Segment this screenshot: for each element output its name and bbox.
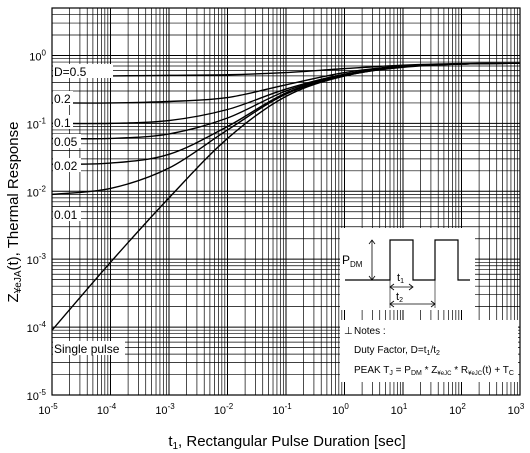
notes-box: ⊥ Notes : Duty Factor, D=t1/t2 PEAK TJ =… [340, 320, 518, 382]
pdm-label: PDM [342, 253, 363, 269]
x-tick-label: 10-1 [272, 402, 292, 417]
t1-label: t1 [397, 272, 404, 285]
x-tick-label: 101 [391, 402, 408, 417]
plot-border [51, 7, 521, 396]
series-label-d05: D=0.5 [54, 65, 87, 79]
x-axis-title: t1, Rectangular Pulse Duration [sec] [168, 433, 405, 452]
notes-title: Notes : [354, 326, 386, 337]
y-tick-label: 10-3 [27, 252, 47, 267]
series-label-005: 0.05 [54, 135, 78, 149]
pulse-diagram-inset: PDM t1 t2 [340, 228, 475, 310]
x-tick-labels: 10-5 10-4 10-3 10-2 10-1 100 101 102 103 [38, 402, 525, 417]
t2-label: t2 [396, 291, 403, 304]
notes-duty-factor: Duty Factor, D=t1/t2 [354, 345, 440, 357]
x-tick-label: 10-3 [155, 402, 175, 417]
x-tick-label: 10-2 [214, 402, 234, 417]
series-label-002: 0.02 [54, 159, 78, 173]
series-label-02: 0.2 [54, 92, 71, 106]
x-tick-label: 10-5 [38, 402, 58, 417]
x-tick-label: 10-4 [97, 402, 117, 417]
y-tick-label: 10-1 [27, 116, 47, 131]
y-tick-label: 10-4 [27, 320, 47, 335]
y-tick-label: 10-2 [27, 184, 47, 199]
y-tick-label: 100 [29, 48, 46, 63]
series-line-6 [51, 62, 521, 331]
series-lines [51, 62, 521, 331]
series-label-001: 0.01 [54, 208, 78, 222]
series-label-01: 0.1 [54, 116, 71, 130]
x-tick-label: 102 [449, 402, 466, 417]
series-labels: D=0.5 0.2 0.1 0.05 0.02 0.01 Single puls… [53, 64, 125, 356]
x-tick-label: 100 [332, 402, 349, 417]
notes-icon: ⊥ [344, 326, 353, 337]
notes-peak-tj: PEAK TJ = PDM * Z¥eJC * R¥eJC(t) + TC [354, 365, 514, 377]
y-tick-label: 10-5 [27, 388, 47, 403]
y-tick-labels: 100 10-1 10-2 10-3 10-4 10-5 [27, 48, 47, 403]
x-tick-label: 103 [508, 402, 525, 417]
series-label-single-pulse: Single pulse [54, 342, 120, 356]
y-axis-title: Z¥eJA(t), Thermal Response [5, 122, 24, 303]
